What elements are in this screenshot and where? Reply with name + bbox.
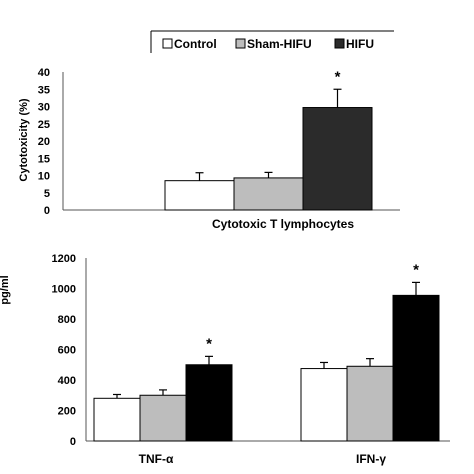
- y-tick-label: 200: [58, 406, 76, 418]
- y-tick-label: 40: [38, 67, 50, 79]
- significance-marker: *: [335, 68, 341, 85]
- legend: Control Sham-HIFU HIFU: [150, 30, 394, 53]
- bar-control-cytotoxic-t-lymphocytes: [164, 180, 235, 211]
- cytotoxicity-y-ticks: 40 35 30 25 20 15 10 5 0: [38, 67, 50, 217]
- bar-control-tnf-alpha: [93, 397, 141, 442]
- y-tick-label: 400: [58, 375, 76, 387]
- category-label-tnf-alpha: TNF-α: [139, 452, 174, 466]
- bar-sham-hifu-ifn-gamma: [346, 365, 394, 442]
- legend-label-control: Control: [174, 37, 217, 51]
- y-tick-label: 800: [58, 314, 76, 326]
- legend-label-sham-hifu: Sham-HIFU: [247, 37, 312, 51]
- cytotoxicity-bars: *: [164, 68, 373, 211]
- y-tick-label: 600: [58, 345, 76, 357]
- legend-swatch-control: [162, 38, 173, 49]
- y-tick-label: 1000: [52, 284, 76, 296]
- y-tick-label: 30: [38, 102, 50, 114]
- cytotoxicity-chart: Cytotoxicity (%) 40 35 30 25 20 15 10 5 0 * Cyto…: [18, 67, 400, 231]
- category-label-cytotoxic-t-lymphocytes: Cytotoxic T lymphocytes: [212, 217, 354, 231]
- legend-swatch-sham-hifu: [235, 38, 246, 49]
- y-tick-label: 25: [38, 119, 50, 131]
- cytokine-y-ticks: 1200 1000 800 600 400 200 0: [52, 253, 76, 448]
- significance-marker: *: [413, 261, 419, 278]
- y-tick-label: 10: [38, 171, 50, 183]
- legend-label-hifu: HIFU: [346, 37, 374, 51]
- bar-hifu-tnf-alpha: [185, 364, 233, 442]
- category-label-ifn-gamma: IFN-γ: [356, 452, 386, 466]
- y-tick-label: 35: [38, 84, 50, 96]
- significance-marker: *: [206, 335, 212, 352]
- y-tick-label: 1200: [52, 253, 76, 265]
- y-tick-label: 0: [44, 205, 50, 217]
- y-tick-label: 0: [70, 436, 76, 448]
- bar-sham-hifu-tnf-alpha: [139, 394, 187, 442]
- y-tick-label: 15: [38, 153, 50, 165]
- legend-swatch-hifu: [334, 38, 345, 49]
- y-tick-label: 20: [38, 136, 50, 148]
- y-tick-label: 5: [44, 188, 50, 200]
- bar-hifu-cytotoxic-t-lymphocytes: [302, 107, 373, 211]
- bar-hifu-ifn-gamma: [392, 294, 440, 442]
- cytokine-bars: **: [93, 261, 440, 442]
- bar-sham-hifu-cytotoxic-t-lymphocytes: [233, 177, 304, 211]
- cytotoxicity-y-axis-label: Cytotoxicity (%): [18, 98, 30, 181]
- bar-control-ifn-gamma: [300, 368, 348, 442]
- cytokine-y-axis-label: pg/ml: [0, 275, 11, 304]
